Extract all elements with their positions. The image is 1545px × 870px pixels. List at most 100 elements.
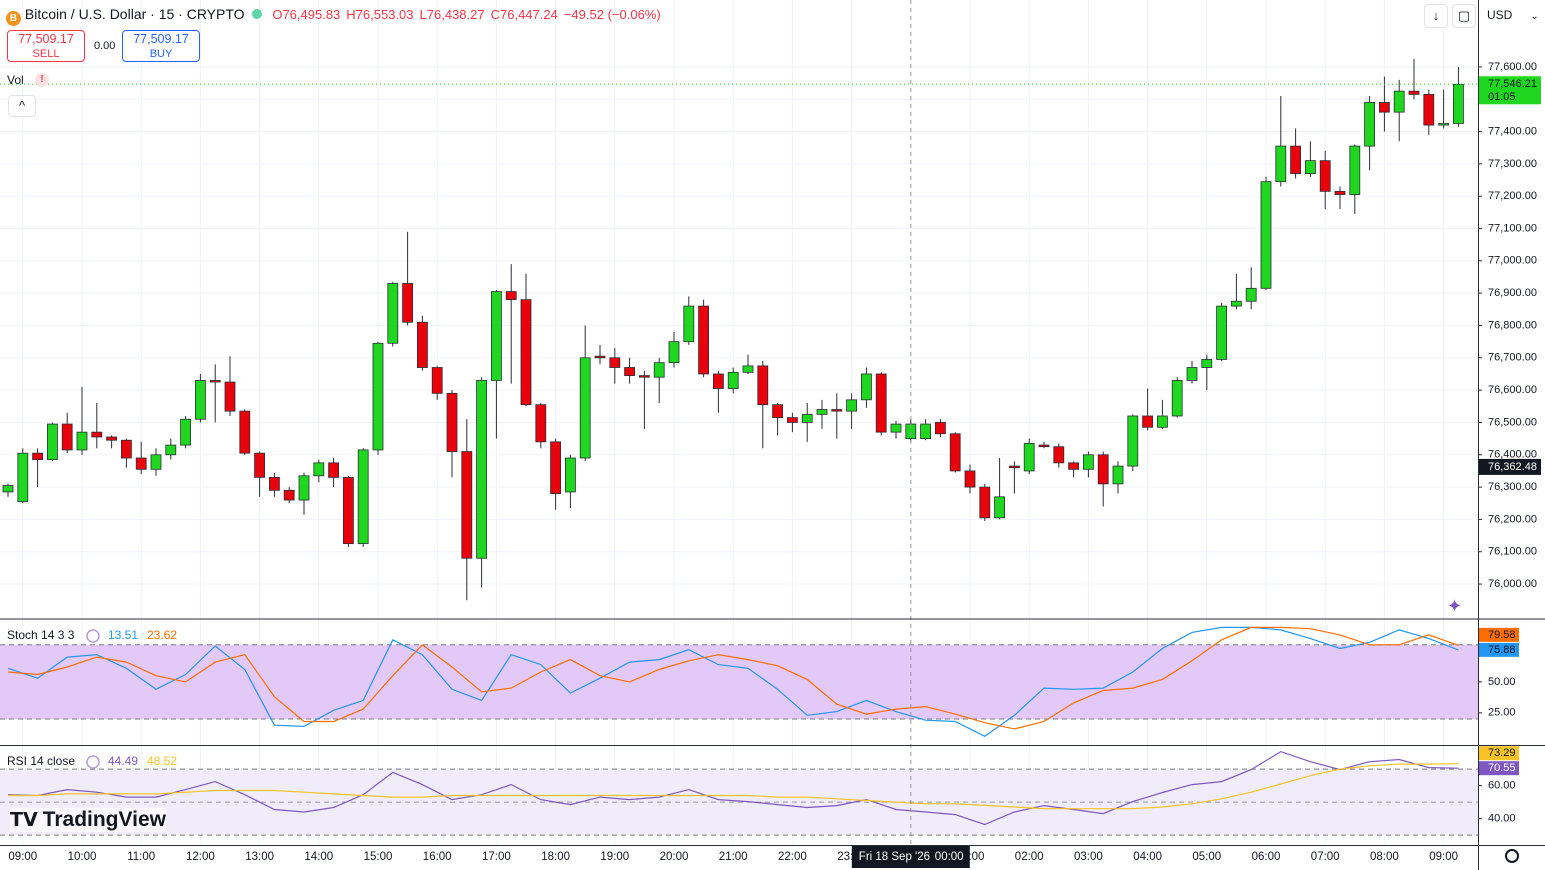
candle-body xyxy=(890,423,902,433)
indicator-settings-icon[interactable] xyxy=(86,629,100,643)
candle-body xyxy=(1334,190,1346,195)
y-tick-label: 77,600.00 xyxy=(1488,61,1537,73)
y-tick-label: 60.00 xyxy=(1488,780,1516,792)
fullscreen-button[interactable]: ▢ xyxy=(1452,4,1476,28)
candle-body xyxy=(32,452,43,461)
candle-body xyxy=(1453,83,1464,124)
candle-body xyxy=(949,433,961,472)
sell-label: SELL xyxy=(32,48,60,60)
candle-body xyxy=(1364,102,1375,147)
candle-body xyxy=(150,454,162,470)
x-tick-label: 07:00 xyxy=(1311,851,1340,863)
candle-body xyxy=(683,305,695,343)
candle-body xyxy=(2,485,14,493)
candle-body xyxy=(801,413,813,423)
warning-icon[interactable]: ! xyxy=(35,73,49,87)
y-tick-label: 76,900.00 xyxy=(1488,287,1537,299)
candle-body xyxy=(920,423,931,440)
candle-body xyxy=(106,436,117,441)
candle-body xyxy=(787,417,798,423)
x-tick-label: 12:00 xyxy=(186,851,215,863)
over-layer xyxy=(0,0,1478,845)
y-tick-label: 76,800.00 xyxy=(1488,319,1537,331)
candle-body xyxy=(964,470,976,488)
ohlc-open: O76,495.83 xyxy=(272,7,341,22)
currency-select[interactable]: USD ⌄ xyxy=(1487,8,1539,22)
candle-body xyxy=(742,365,754,373)
marks-layer xyxy=(2,58,1464,826)
candle-body xyxy=(1349,145,1361,195)
x-tick-label: 09:00 xyxy=(8,851,37,863)
candle-body xyxy=(328,462,340,478)
ohlc-close: C76,447.24 xyxy=(490,7,558,22)
candle-body xyxy=(624,367,635,376)
candle-body xyxy=(861,373,872,401)
candle-body xyxy=(298,475,310,501)
x-tick-label: 21:00 xyxy=(719,851,748,863)
candle-body xyxy=(1201,359,1213,368)
y-tick-label: 77,200.00 xyxy=(1488,190,1537,202)
assistant-icon[interactable]: ✦ xyxy=(1447,596,1463,616)
candle-body xyxy=(1216,305,1227,360)
candle-body xyxy=(135,457,147,470)
last-value-box xyxy=(1479,627,1519,642)
candle-body xyxy=(254,452,266,478)
indicator-settings-icon[interactable] xyxy=(86,755,100,769)
x-tick-label: 16:00 xyxy=(423,851,452,863)
candle-body xyxy=(239,410,251,454)
buy-label: BUY xyxy=(149,48,173,60)
last-value-box xyxy=(1479,746,1519,761)
buy-button[interactable]: 77,509.17 BUY xyxy=(122,30,200,62)
candle-body xyxy=(1142,415,1153,428)
candle-body xyxy=(476,380,488,559)
candle-body xyxy=(313,462,325,477)
candle-body xyxy=(357,449,369,545)
x-tick-label: 13:00 xyxy=(245,851,274,863)
candle-body xyxy=(979,486,991,519)
y-tick-label: 40.00 xyxy=(1488,813,1516,825)
candle-body xyxy=(1083,454,1094,470)
last-value-label: 75.88 xyxy=(1488,644,1516,656)
sell-button[interactable]: 77,509.17 SELL xyxy=(7,30,85,62)
symbol-title[interactable]: Bitcoin / U.S. Dollar · 15 · CRYPTO xyxy=(24,6,245,22)
candle-body xyxy=(17,452,29,503)
y-tick-label: 76,200.00 xyxy=(1488,513,1537,525)
candle-body xyxy=(653,362,665,378)
y-tick-label: 77,000.00 xyxy=(1488,255,1537,267)
x-tick-label: 14:00 xyxy=(304,851,333,863)
last-value-box xyxy=(1479,761,1519,776)
candle-body xyxy=(550,441,561,494)
candle-body xyxy=(1112,465,1124,485)
download-button[interactable]: ↓ xyxy=(1424,4,1448,28)
x-tick-label: 11:00 xyxy=(127,851,155,863)
candle-body xyxy=(698,305,709,375)
y-tick-label: 76,400.00 xyxy=(1488,449,1537,461)
y-tick-label: 77,100.00 xyxy=(1488,222,1537,234)
y-tick-label: 76,500.00 xyxy=(1488,416,1537,428)
crosshair-price-label: 76,362.48 xyxy=(1488,461,1537,473)
legend-value: 48.52 xyxy=(147,754,177,768)
candle-body xyxy=(831,409,843,412)
x-tick-label: 06:00 xyxy=(1252,851,1281,863)
candle-body xyxy=(1438,123,1449,126)
candle-body xyxy=(268,476,280,491)
indicator-line xyxy=(7,626,1459,737)
brand-logo[interactable]: 𝗧𝗩 TradingView xyxy=(10,808,166,832)
indicator-line xyxy=(7,626,1459,730)
settings-icon[interactable] xyxy=(1505,849,1519,863)
x-tick-label: 02:00 xyxy=(1015,851,1044,863)
candle-body xyxy=(594,355,606,359)
candle-body xyxy=(1408,90,1420,95)
x-tick-label: 22:00 xyxy=(778,851,807,863)
candle-body xyxy=(1290,145,1301,174)
candle-body xyxy=(1393,90,1405,113)
candle-body xyxy=(1245,287,1257,302)
candle-body xyxy=(1023,443,1035,472)
collapse-button[interactable]: ^ xyxy=(8,95,36,117)
band-fill xyxy=(0,644,1478,720)
candle-body xyxy=(1423,93,1435,126)
x-tick-label: 19:00 xyxy=(600,851,629,863)
candle-body xyxy=(846,399,857,412)
